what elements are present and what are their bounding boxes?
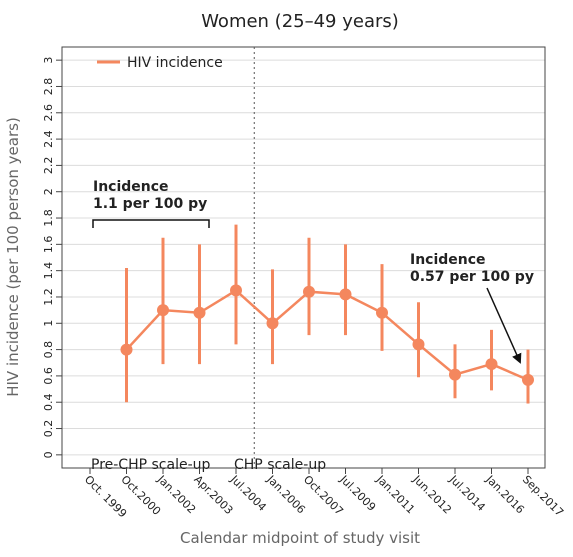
y-tick-label: 0.8 <box>42 341 55 359</box>
y-tick-label: 3 <box>42 57 55 64</box>
arrow <box>486 287 522 364</box>
annotation: 0.57 per 100 py <box>410 269 534 285</box>
point <box>522 373 534 386</box>
annotation: Incidence <box>410 252 486 268</box>
point <box>412 338 425 351</box>
point <box>157 304 169 317</box>
y-tick-label: 2.2 <box>42 157 55 175</box>
point <box>230 284 242 297</box>
y-tick-label: 0.6 <box>42 367 55 385</box>
legend-label: HIV incidence <box>127 55 223 71</box>
bracket <box>92 219 210 228</box>
y-tick-label: 1.8 <box>42 209 55 227</box>
y-tick-label: 1 <box>42 320 55 327</box>
series-line <box>125 288 529 382</box>
point <box>120 343 133 356</box>
x-axis-title: Calendar midpoint of study visit <box>180 529 420 547</box>
y-tick-label: 2.6 <box>42 104 55 122</box>
x-tick-label: Sep.2017 <box>520 473 566 519</box>
point <box>449 368 461 381</box>
point <box>193 306 206 319</box>
period-label: CHP scale-up <box>234 457 326 473</box>
point <box>339 288 352 301</box>
y-axis-title: HIV incidence (per 100 person years) <box>4 117 22 397</box>
x-tick-label: Jun.2012 <box>410 472 454 516</box>
point <box>266 317 279 330</box>
chart-title: Women (25–49 years) <box>201 11 399 32</box>
annotation: 1.1 per 100 py <box>93 196 207 212</box>
y-tick-label: 2.8 <box>42 78 55 96</box>
y-tick-label: 0.4 <box>42 393 55 411</box>
point <box>303 285 315 298</box>
y-tick-label: 2 <box>42 188 55 195</box>
y-tick-label: 1.2 <box>42 288 55 306</box>
annotation: Incidence <box>93 179 169 195</box>
y-tick-label: 0.2 <box>42 420 55 438</box>
y-tick-label: 0 <box>42 451 55 458</box>
x-tick-label: Apr.2003 <box>191 473 235 517</box>
point <box>376 306 388 319</box>
y-tick-label: 1.6 <box>42 236 55 254</box>
legend: HIV incidence <box>97 55 223 71</box>
plot-frame <box>61 46 546 469</box>
x-tick-label: Jan.2016 <box>483 472 527 516</box>
y-tick-label: 2.4 <box>42 130 55 148</box>
x-tick-label: Jan.2011 <box>373 472 417 516</box>
period-label: Pre-CHP scale-up <box>91 457 211 473</box>
point <box>485 358 498 371</box>
x-tick-label: Jan.2006 <box>264 472 308 516</box>
y-tick-label: 1.4 <box>42 262 55 280</box>
grid <box>62 59 545 456</box>
